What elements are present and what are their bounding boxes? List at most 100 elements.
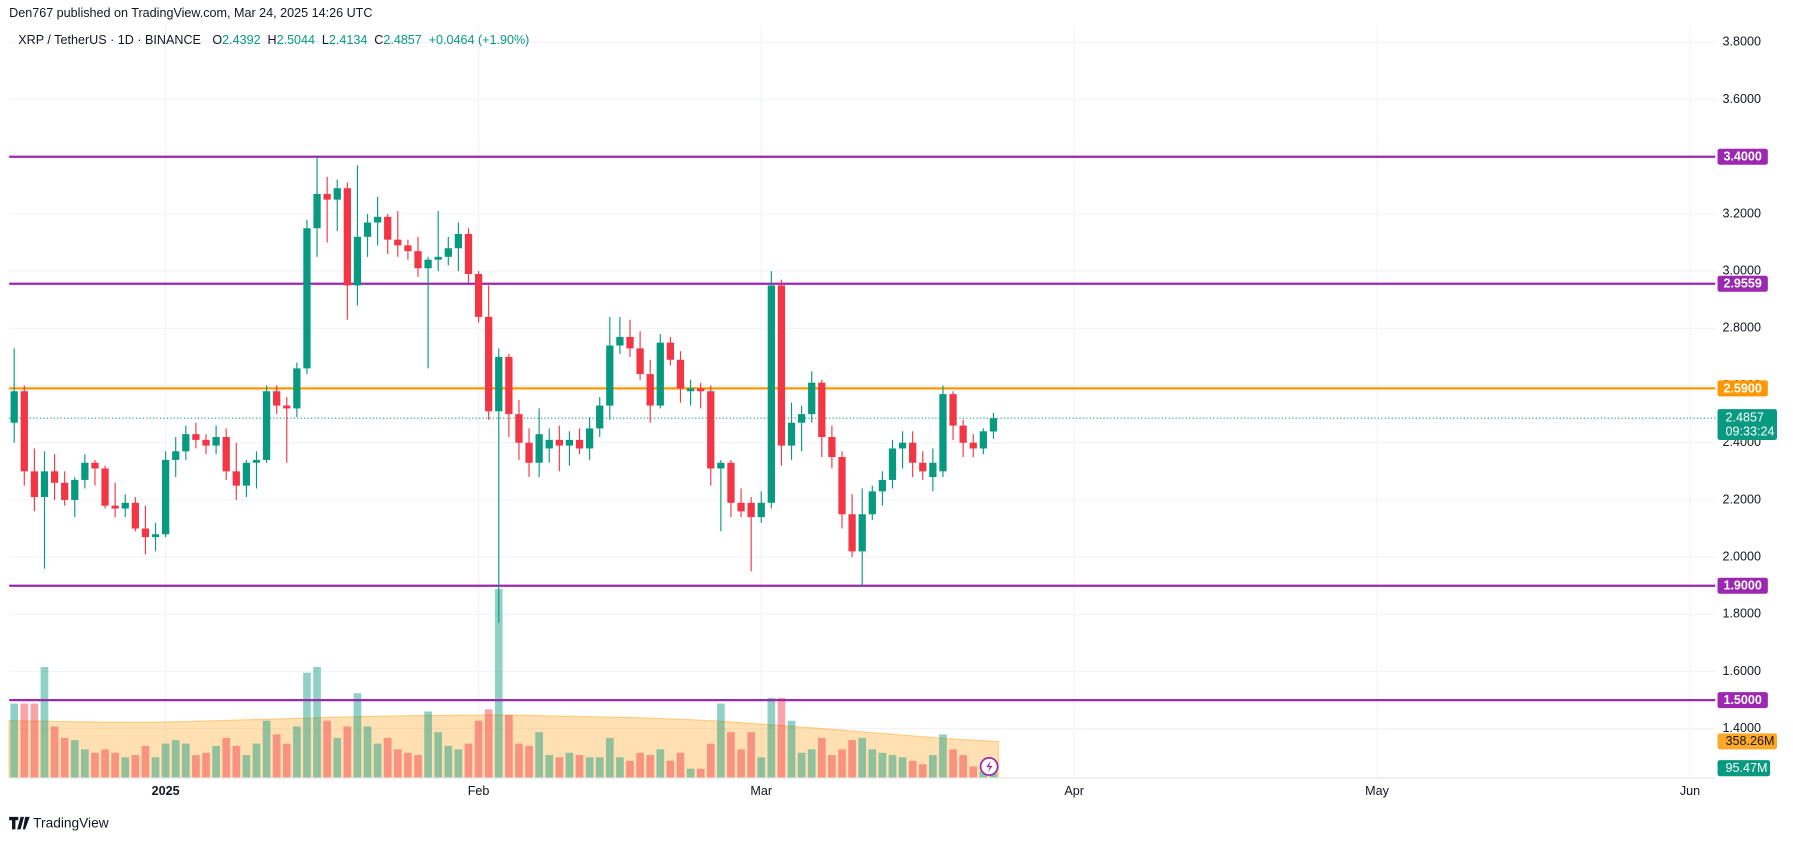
candle-body: [959, 425, 967, 443]
volume-bar: [535, 732, 543, 778]
volume-bar: [181, 743, 190, 778]
level-label: 3.4000: [1723, 150, 1761, 164]
candle-body: [10, 391, 18, 423]
candle-body: [656, 342, 664, 406]
candle-body: [131, 502, 139, 529]
level-label: 2.5900: [1723, 381, 1761, 395]
volume-bar: [898, 757, 907, 778]
volume-bar: [939, 734, 947, 778]
volume-bar: [979, 771, 988, 778]
legend-close: 2.4857: [383, 34, 421, 48]
candle-body: [797, 414, 806, 423]
candle-body: [707, 391, 715, 469]
candle-body: [91, 462, 99, 469]
volume-bar: [555, 757, 564, 778]
candle-body: [303, 228, 311, 369]
volume-bar: [70, 740, 79, 778]
y-tick-label: 1.6000: [1723, 664, 1761, 678]
y-tick-label: 3.8000: [1723, 35, 1761, 49]
candle-body: [363, 222, 372, 237]
candle-body: [979, 431, 987, 449]
candle-body: [878, 479, 887, 492]
volume-bar: [363, 726, 372, 778]
volume-bar: [817, 737, 826, 778]
volume-bar: [767, 697, 776, 778]
volume-bar: [202, 752, 210, 778]
volume-bar: [151, 757, 160, 778]
x-tick-label: Mar: [750, 784, 772, 798]
candle-body: [384, 216, 392, 240]
volume-bar: [757, 757, 766, 778]
volume-bar: [636, 752, 644, 778]
level-label-box: [1717, 577, 1768, 594]
volume-bar: [575, 755, 584, 778]
volume-bar: [918, 764, 927, 778]
candle-body: [343, 188, 351, 286]
alert-icon[interactable]: [979, 757, 999, 776]
volume-bar: [545, 755, 554, 778]
volume-bar: [50, 726, 59, 778]
volume-bar: [111, 752, 119, 778]
candle-body: [474, 273, 483, 317]
candle-body: [666, 342, 675, 360]
volume-bar: [888, 755, 897, 778]
candle-body: [71, 479, 79, 500]
alert-bolt[interactable]: [986, 760, 993, 773]
candle-body: [646, 374, 654, 406]
volume-bar: [303, 672, 311, 778]
candle-body: [909, 442, 917, 463]
volume-bar: [404, 752, 412, 778]
candle-body: [485, 316, 493, 412]
volume-bar: [282, 743, 291, 778]
legend-key: L: [322, 34, 329, 48]
legend-key: H: [267, 34, 276, 48]
candle-body: [161, 459, 170, 535]
candle-body: [242, 462, 251, 486]
volume-bar: [414, 755, 422, 778]
volume-bar: [434, 732, 443, 778]
candle-body: [40, 471, 49, 498]
legend-high: 2.5044: [277, 34, 315, 48]
volume-bar: [454, 749, 463, 778]
volume-bar: [626, 760, 634, 778]
x-tick-label: 2025: [152, 784, 180, 798]
candle-body: [404, 245, 412, 252]
candle-body: [717, 462, 725, 469]
level-label-box: [1717, 148, 1768, 165]
candle-body: [373, 216, 382, 223]
level-label-box: [1717, 692, 1768, 709]
volume-bar: [747, 732, 755, 778]
volume-bar: [969, 766, 978, 778]
candle-body: [283, 405, 291, 409]
y-tick-label: 3.0000: [1723, 263, 1761, 277]
legend-open: 2.4392: [222, 34, 260, 48]
volume-bar: [807, 749, 816, 778]
volume-bar: [91, 752, 99, 778]
candle-body: [464, 233, 473, 274]
volume-bar: [676, 752, 685, 778]
volume-bar: [878, 752, 887, 778]
publish-header: Den767 published on TradingView.com, Mar…: [9, 6, 372, 20]
candle-body: [81, 462, 89, 480]
candle-body: [757, 502, 765, 518]
candle-body: [262, 391, 271, 460]
volume-bar: [121, 757, 130, 778]
volume-bar: [727, 732, 735, 778]
candle-body: [888, 448, 897, 480]
candle-body: [151, 534, 160, 538]
volume-bar: [696, 768, 705, 778]
volume-bar: [908, 760, 917, 778]
y-tick-label: 2.0000: [1723, 549, 1761, 563]
volume-bar: [666, 760, 675, 778]
candle-body: [727, 462, 735, 503]
symbol-title: XRP / TetherUS · 1D · BINANCE: [18, 34, 201, 48]
candle-body: [141, 528, 150, 538]
candle-body: [505, 356, 513, 415]
volume-bar: [838, 749, 846, 778]
volume-bar: [737, 749, 745, 778]
x-tick-label: Jun: [1680, 784, 1700, 798]
candle-body: [273, 391, 281, 406]
volume-bar: [40, 666, 49, 778]
volume-bar: [656, 749, 665, 778]
candle-body: [525, 442, 533, 463]
